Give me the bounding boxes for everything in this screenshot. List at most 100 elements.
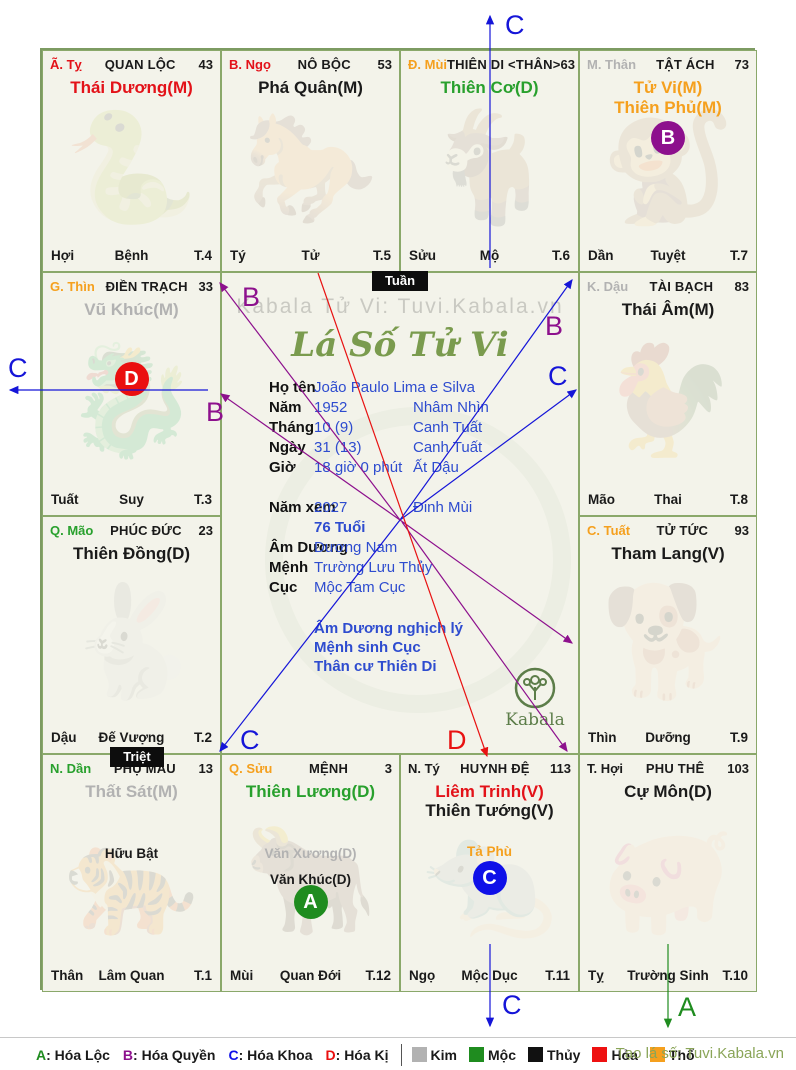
palace-header: B. Ngọ NÔ BỘC 53 [229, 57, 392, 72]
palace-name: NÔ BỘC [297, 57, 351, 72]
major-stars: Phá Quân(M) [222, 78, 399, 98]
zodiac-animal-icon: 🐍 [64, 106, 199, 228]
life-stage: Thai [654, 492, 682, 507]
element-legend-item: Thủy [527, 1047, 581, 1063]
palace-cell-thin[interactable]: 🐉 G. Thìn ĐIỀN TRẠCH 33 Vũ Khúc(M) D Suy Tuất T.… [42, 272, 221, 516]
element-name: Mộc [487, 1047, 516, 1063]
star-name: Văn Khúc(D) [270, 872, 351, 887]
major-stars: Thiên Cơ(D) [401, 78, 578, 98]
palace-header: M. Thân TẬT ÁCH 73 [587, 57, 749, 72]
destiny-notes: Âm Dương nghịch lý Mệnh sinh Cục Thân cư T… [314, 619, 463, 676]
palace-footer: Bệnh Hợi T.4 [51, 248, 212, 264]
palace-footer: Quan Đới Mùi T.12 [230, 968, 391, 984]
palace-header: G. Thìn ĐIỀN TRẠCH 33 [50, 279, 213, 294]
major-stars: Vũ Khúc(M) [43, 300, 220, 320]
branch-name: Hợi [51, 248, 75, 263]
can-chi-label: Q. Mão [50, 523, 94, 538]
palace-header: Q. Mão PHÚC ĐỨC 23 [50, 523, 213, 538]
dai-van-number: 103 [727, 761, 749, 776]
star-name: Tả Phù [466, 844, 512, 859]
palace-cell-mui[interactable]: 🐐 Đ. Mùi THIÊN DI <THÂN> 63 Thiên Cơ(D) Mộ Sửu… [400, 50, 579, 272]
order-number: T.5 [372, 248, 391, 263]
hoa-legend-item: B: Hóa Quyền [123, 1047, 216, 1063]
palace-cell-than[interactable]: 🐒 M. Thân TẬT ÁCH 73 Tử Vi(M) Thiên Phủ(M) B Tu… [579, 50, 757, 272]
order-number: T.7 [729, 248, 748, 263]
order-number: T.2 [193, 730, 212, 745]
can-chi-label: K. Dậu [587, 279, 629, 294]
hoa-name: : Hóa Khoa [238, 1047, 313, 1063]
hoa-letter: D [325, 1047, 336, 1063]
palace-cell-dau[interactable]: 🐓 K. Dậu TÀI BẠCH 83 Thái Âm(M) Thai Mão T.8 [579, 272, 757, 516]
dai-van-number: 53 [377, 57, 392, 72]
palace-footer: Lâm Quan Thân T.1 [51, 968, 212, 984]
palace-footer: Đế Vượng Dậu T.2 [51, 730, 212, 746]
star-name: Thiên Tướng(V) [425, 801, 554, 820]
hoa-legend-item: C: Hóa Khoa [229, 1047, 313, 1063]
triet-tag: Triệt [110, 747, 164, 767]
star-name: Tử Vi(M) [633, 78, 703, 97]
info-value: Mộc Tam Cục [314, 579, 406, 596]
palace-cell-hoi[interactable]: 🐖 T. Hợi PHU THÊ 103 Cự Môn(D) Trường Sinh Tỵ T… [579, 754, 757, 992]
hoa-arrow-label-a: A [678, 992, 697, 1022]
palace-cell-mao[interactable]: 🐇 Q. Mão PHÚC ĐỨC 23 Thiên Đồng(D) Đế Vượng Dậ… [42, 516, 221, 754]
palace-cell-tuat[interactable]: 🐕 C. Tuất TỬ TỨC 93 Tham Lang(V) Dưỡng Thìn T.9 [579, 516, 757, 754]
birth-info-fields: Họ tên João Paulo Lima e Silva Năm 1952 Nhâm… [222, 379, 578, 479]
dai-van-number: 73 [734, 57, 749, 72]
element-name: Thủy [546, 1047, 581, 1063]
element-legend-item: Kim [411, 1047, 457, 1063]
credit-link[interactable]: Tạo lá số: Tuvi.Kabala.vn [615, 1045, 784, 1062]
star-name: Thiên Đồng(D) [72, 544, 191, 563]
palace-name: HUYNH ĐỆ [460, 761, 530, 776]
star-name: Thất Sát(M) [85, 782, 178, 801]
can-chi-label: G. Thìn [50, 279, 95, 294]
minor-stars: Hữu Bật [43, 841, 220, 867]
life-stage: Quan Đới [279, 968, 342, 983]
life-stage: Tuyệt [650, 248, 686, 263]
palace-header: T. Hợi PHU THÊ 103 [587, 761, 749, 776]
palace-name: ĐIỀN TRẠCH [105, 279, 188, 294]
star-name: Thiên Cơ(D) [440, 78, 539, 97]
palace-footer: Mộc Dục Ngọ T.11 [409, 968, 570, 984]
palace-name: MỆNH [309, 761, 349, 776]
branch-name: Mùi [230, 968, 254, 983]
info-label: Ngày [269, 439, 306, 456]
branch-name: Thân [51, 968, 84, 983]
minor-stars: Văn Xương(D) Văn Khúc(D) [222, 841, 399, 893]
info-label: Tháng [269, 419, 314, 436]
palace-header: Đ. Mùi THIÊN DI <THÂN> 63 [408, 57, 575, 72]
order-number: T.9 [729, 730, 748, 745]
hoa-letter: A [36, 1047, 47, 1063]
can-chi-label: Q. Sửu [229, 761, 273, 776]
palace-header: Q. Sửu MỆNH 3 [229, 761, 392, 776]
palace-cell-dan[interactable]: 🐅 N. Dần PHỤ MẪU 13 Thất Sát(M) Hữu Bật Lâm Qu… [42, 754, 221, 992]
info-row: 76 Tuổi [222, 519, 578, 539]
info-label: Họ tên [269, 379, 316, 396]
palace-name: PHÚC ĐỨC [110, 523, 182, 538]
life-stage: Dưỡng [645, 730, 691, 745]
order-number: T.10 [722, 968, 748, 983]
kabala-logo-text: Kabala [505, 710, 565, 730]
element-swatch [527, 1047, 543, 1062]
element-legend-item: Mộc [468, 1047, 516, 1063]
hoa-letter: C [228, 1047, 239, 1063]
major-stars: Thất Sát(M) [43, 782, 220, 802]
element-legend-item: Hỏa [592, 1047, 638, 1063]
hoa-arrow-label-c: C [502, 990, 522, 1020]
palace-cell-ty[interactable]: 🐍 Ã. Tỵ QUAN LỘC 43 Thái Dương(M) Bệnh Hợi T.4 [42, 50, 221, 272]
order-number: T.11 [545, 968, 570, 983]
major-stars: Thiên Đồng(D) [43, 544, 220, 564]
element-name: Thổ [668, 1047, 695, 1063]
hoa-legend-item: D: Hóa Kị [326, 1047, 389, 1063]
palace-footer: Dưỡng Thìn T.9 [588, 730, 748, 746]
tuan-tag: Tuần [372, 271, 428, 291]
major-stars: Tử Vi(M) Thiên Phủ(M) [580, 78, 756, 118]
kabala-tree-icon [514, 667, 556, 709]
palace-cell-ngo[interactable]: 🐎 B. Ngọ NÔ BỘC 53 Phá Quân(M) Tử Tý T.5 [221, 50, 400, 272]
dai-van-number: 3 [384, 761, 392, 776]
palace-cell-suu[interactable]: 🐂 Q. Sửu MỆNH 3 Thiên Lương(D) Văn Xương(D) Vă… [221, 754, 400, 992]
branch-name: Tuất [51, 492, 79, 507]
hoa-arrow-label-c: C [505, 10, 525, 40]
info-value-canchi: Canh Tuất [413, 439, 483, 456]
palace-header: Ã. Tỵ QUAN LỘC 43 [50, 57, 213, 72]
